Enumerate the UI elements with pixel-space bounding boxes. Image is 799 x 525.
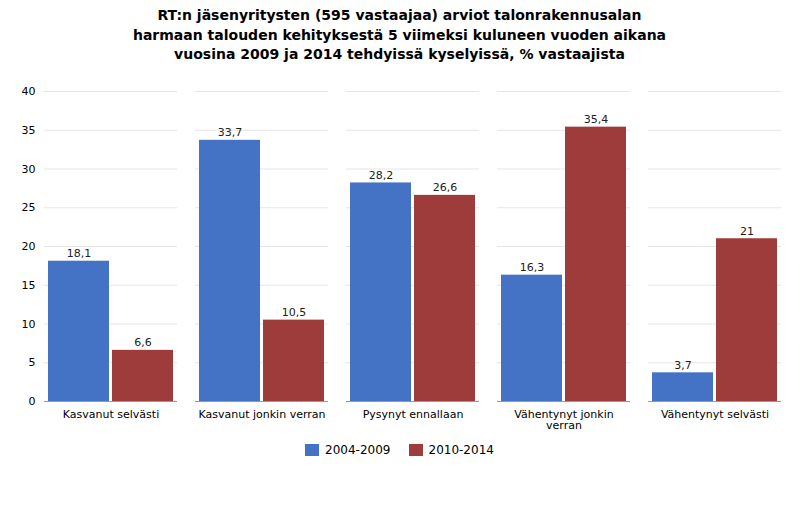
svg-text:Kasvanut jonkin verran: Kasvanut jonkin verran	[199, 408, 326, 421]
svg-text:20: 20	[22, 240, 36, 253]
html-text:2004-2009: 2004-2009	[325, 442, 391, 457]
svg-text:6,6: 6,6	[134, 336, 152, 349]
svg-text:Vähentynyt selvästi: Vähentynyt selvästi	[661, 408, 769, 421]
svg-text:10: 10	[22, 317, 36, 330]
html-text:2010-2014: 2010-2014	[428, 442, 494, 457]
svg-text:26,6: 26,6	[433, 181, 458, 194]
svg-text:15: 15	[22, 279, 36, 292]
svg-text:10,5: 10,5	[282, 306, 307, 319]
svg-text:30: 30	[22, 162, 36, 175]
svg-text:5: 5	[29, 356, 36, 369]
svg-text:Pysynyt ennallaan: Pysynyt ennallaan	[363, 408, 464, 421]
svg-text:0: 0	[29, 395, 36, 408]
svg-text:16,3: 16,3	[520, 261, 545, 274]
svg-text:35: 35	[22, 124, 36, 137]
svg-text:Kasvanut selvästi: Kasvanut selvästi	[63, 408, 159, 421]
svg-text:18,1: 18,1	[67, 247, 92, 260]
svg-text:3,7: 3,7	[674, 359, 692, 372]
svg-text:21: 21	[740, 225, 754, 238]
svg-text:35,4: 35,4	[584, 113, 609, 126]
svg-text:33,7: 33,7	[218, 126, 243, 139]
html-text:RT:n jäsenyritysten (595 vasta: RT:n jäsenyritysten (595 vastaajaa) arvi…	[133, 7, 666, 63]
svg-text:40: 40	[22, 85, 36, 98]
svg-text:28,2: 28,2	[369, 169, 394, 182]
svg-text:25: 25	[22, 201, 36, 214]
svg-text:Vähentynyt jonkinverran: Vähentynyt jonkinverran	[514, 408, 613, 432]
